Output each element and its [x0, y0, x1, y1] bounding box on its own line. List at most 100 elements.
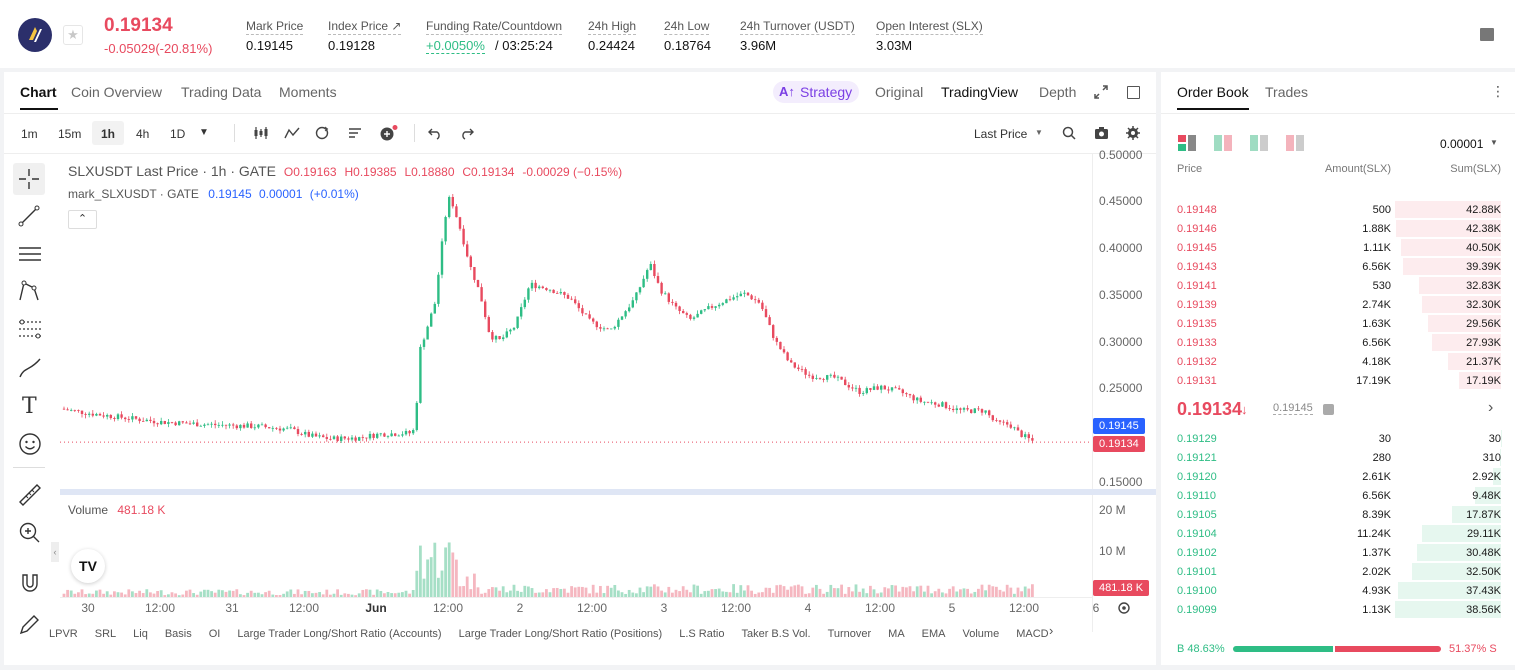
collapse-sidebar-icon[interactable]: ‹ [51, 542, 59, 562]
pane-separator[interactable] [60, 489, 1156, 495]
tab-trading-data[interactable]: Trading Data [181, 84, 262, 100]
zoom-in-icon[interactable] [18, 521, 42, 545]
emoji-tool-icon[interactable] [18, 432, 42, 456]
undo-icon[interactable] [428, 126, 442, 140]
ruler-tool-icon[interactable] [18, 483, 42, 507]
ask-row[interactable]: 0.19143 6.56K 39.39K [1161, 257, 1515, 276]
interval-1d[interactable]: 1D [170, 127, 186, 141]
indicator-shortcut[interactable]: SRL [94, 628, 117, 640]
bid-row[interactable]: 0.19120 2.61K 2.92K [1161, 467, 1515, 486]
bid-row[interactable]: 0.19102 1.37K 30.48K [1161, 543, 1515, 562]
price-type-select[interactable]: Last Price [974, 127, 1028, 141]
expand-icon[interactable] [1094, 85, 1108, 99]
more-icon[interactable]: ⋮ [1491, 83, 1505, 99]
stat-value-funding-rate[interactable]: +0.0050% [426, 38, 485, 54]
crosshair-tool[interactable] [13, 163, 45, 195]
pencil-lock-icon[interactable] [18, 612, 42, 636]
brush-tool-icon[interactable] [18, 357, 42, 379]
stat-label-index-price[interactable]: Index Price ↗ [328, 19, 402, 35]
tab-active-indicator [1177, 108, 1249, 110]
interval-4h[interactable]: 4h [136, 127, 150, 141]
ask-row[interactable]: 0.19133 6.56K 27.93K [1161, 333, 1515, 352]
interval-1h[interactable]: 1h [101, 127, 116, 141]
strategy-button[interactable]: A↑ Strategy [773, 81, 859, 103]
bid-row[interactable]: 0.19121 280 310 [1161, 448, 1515, 467]
mode-tradingview[interactable]: TradingView [941, 84, 1019, 100]
bid-row[interactable]: 0.19104 11.24K 29.11K [1161, 524, 1515, 543]
ask-row[interactable]: 0.19139 2.74K 32.30K [1161, 295, 1515, 314]
chevron-right-icon[interactable]: › [1488, 399, 1494, 416]
stat-label-mark-price[interactable]: Mark Price [246, 19, 304, 35]
window-icon[interactable] [1127, 86, 1140, 99]
mode-original[interactable]: Original [875, 84, 924, 100]
tab-trades[interactable]: Trades [1265, 84, 1309, 100]
fib-tool-icon[interactable] [18, 318, 42, 340]
redo-icon[interactable] [460, 126, 474, 140]
indicator-shortcut[interactable]: Large Trader Long/Short Ratio (Accounts) [237, 628, 442, 640]
indicator-shortcut[interactable]: EMA [921, 628, 946, 640]
tab-moments[interactable]: Moments [279, 84, 337, 100]
gear-icon[interactable] [1117, 601, 1131, 615]
chevron-right-icon[interactable]: › [1049, 623, 1054, 638]
chevron-down-icon[interactable]: ▼ [199, 127, 209, 138]
replay-icon[interactable] [315, 126, 329, 140]
indicator-shortcut[interactable]: Liq [133, 628, 148, 640]
mid-mark-price[interactable]: 0.19145 [1273, 402, 1313, 415]
favorite-star-icon[interactable]: ★ [63, 25, 83, 45]
bid-row[interactable]: 0.19110 6.56K 9.48K [1161, 486, 1515, 505]
indicator-shortcut[interactable]: OI [208, 628, 221, 640]
tradingview-logo-icon[interactable]: TV [71, 549, 105, 583]
candle-type-icon[interactable] [253, 126, 269, 140]
pattern-tool-icon[interactable] [18, 280, 40, 302]
collapse-legend-icon[interactable]: ⌃ [68, 210, 97, 229]
bid-row[interactable]: 0.19099 1.13K 38.56K [1161, 600, 1515, 619]
view-bids-icon[interactable] [1250, 135, 1268, 151]
ask-row[interactable]: 0.19131 17.19K 17.19K [1161, 371, 1515, 390]
indicator-shortcut[interactable]: LPVR [49, 628, 78, 640]
bid-row[interactable]: 0.19101 2.02K 32.50K [1161, 562, 1515, 581]
chevron-down-icon[interactable]: ▼ [1490, 138, 1498, 147]
ask-row[interactable]: 0.19145 1.11K 40.50K [1161, 238, 1515, 257]
magnet-icon[interactable] [18, 572, 42, 596]
mode-depth[interactable]: Depth [1039, 84, 1077, 100]
bid-row[interactable]: 0.19129 30 30 [1161, 429, 1515, 448]
view-both-icon[interactable] [1178, 135, 1196, 151]
template-icon[interactable] [348, 126, 362, 140]
interval-15m[interactable]: 15m [58, 127, 82, 141]
channel-tool-icon[interactable] [18, 243, 42, 265]
tab-coin-overview[interactable]: Coin Overview [71, 84, 163, 100]
tab-chart[interactable]: Chart [20, 84, 57, 100]
indicator-shortcut[interactable]: L.S Ratio [679, 628, 725, 640]
precision-select[interactable]: 0.00001 [1440, 137, 1484, 151]
view-asks-icon[interactable] [1286, 135, 1304, 151]
camera-icon[interactable] [1094, 126, 1109, 140]
bid-row[interactable]: 0.19105 8.39K 17.87K [1161, 505, 1515, 524]
time-axis[interactable]: 30 12:00 31 12:00 Jun 12:00 2 12:00 3 12:00 4 12:00… [60, 601, 1099, 617]
trend-line-tool-icon[interactable] [18, 205, 40, 227]
price-chart[interactable] [60, 154, 1092, 654]
indicator-shortcut[interactable]: Volume [962, 628, 1000, 640]
gear-icon[interactable] [1126, 126, 1140, 140]
indicator-shortcut[interactable]: Basis [164, 628, 192, 640]
ask-row[interactable]: 0.19141 530 32.83K [1161, 276, 1515, 295]
indicators-icon[interactable] [284, 126, 300, 140]
tab-order-book[interactable]: Order Book [1177, 84, 1249, 100]
indicator-shortcut[interactable]: MACD [1016, 628, 1049, 640]
indicator-shortcut[interactable]: Turnover [827, 628, 872, 640]
text-tool-icon[interactable]: T [22, 394, 37, 419]
indicator-shortcut[interactable]: Taker B.S Vol. [741, 628, 811, 640]
ask-row[interactable]: 0.19148 500 42.88K [1161, 200, 1515, 219]
ask-row[interactable]: 0.19146 1.88K 42.38K [1161, 219, 1515, 238]
stat-label-funding-rate[interactable]: Funding Rate/Countdown [426, 19, 563, 35]
indicator-shortcut[interactable]: Large Trader Long/Short Ratio (Positions… [458, 628, 663, 640]
view-dual-icon[interactable] [1214, 135, 1232, 151]
interval-1m[interactable]: 1m [21, 127, 38, 141]
add-indicator-icon[interactable] [379, 124, 399, 142]
ask-row[interactable]: 0.19132 4.18K 21.37K [1161, 352, 1515, 371]
book-icon[interactable] [1480, 28, 1494, 41]
search-icon[interactable] [1062, 126, 1076, 140]
indicator-shortcut[interactable]: MA [888, 628, 905, 640]
ask-row[interactable]: 0.19135 1.63K 29.56K [1161, 314, 1515, 333]
bid-row[interactable]: 0.19100 4.93K 37.43K [1161, 581, 1515, 600]
chevron-down-icon[interactable]: ▼ [1035, 128, 1043, 137]
